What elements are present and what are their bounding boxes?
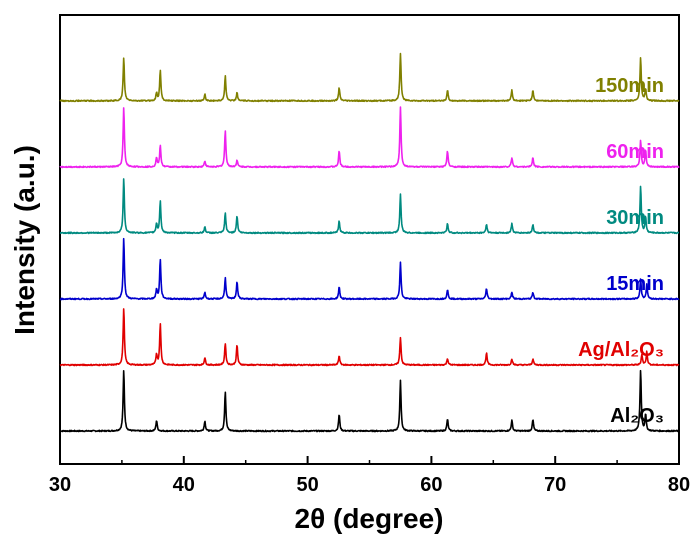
series-line-5 bbox=[59, 52, 680, 103]
x-axis-label: 2θ (degree) bbox=[295, 503, 444, 534]
x-tick-label: 50 bbox=[296, 474, 318, 496]
x-tick-label: 40 bbox=[173, 474, 195, 496]
x-tick-label: 80 bbox=[668, 474, 690, 496]
series-line-2 bbox=[59, 237, 680, 301]
x-axis-ticks: 30 40 50 60 70 80 bbox=[49, 456, 690, 496]
series-layer: Al₂O₃ Ag/Al₂O₃ 15min 30min 60min 150min bbox=[59, 52, 680, 433]
series-line-3 bbox=[59, 178, 680, 235]
series-line-4 bbox=[59, 106, 680, 169]
series-label-3: 30min bbox=[606, 207, 664, 229]
plot-frame bbox=[59, 14, 680, 465]
series-label-2: 15min bbox=[606, 273, 664, 295]
series-label-1: Ag/Al₂O₃ bbox=[578, 339, 664, 361]
series-line-1 bbox=[59, 308, 680, 367]
series-label-5: 150min bbox=[595, 75, 664, 97]
x-tick-label: 60 bbox=[420, 474, 442, 496]
x-tick-label: 30 bbox=[49, 474, 71, 496]
series-label-4: 60min bbox=[606, 141, 664, 163]
series-line-0 bbox=[59, 369, 680, 433]
x-tick-label: 70 bbox=[544, 474, 566, 496]
y-axis-label: Intensity (a.u.) bbox=[9, 145, 40, 335]
series-label-0: Al₂O₃ bbox=[610, 405, 664, 427]
